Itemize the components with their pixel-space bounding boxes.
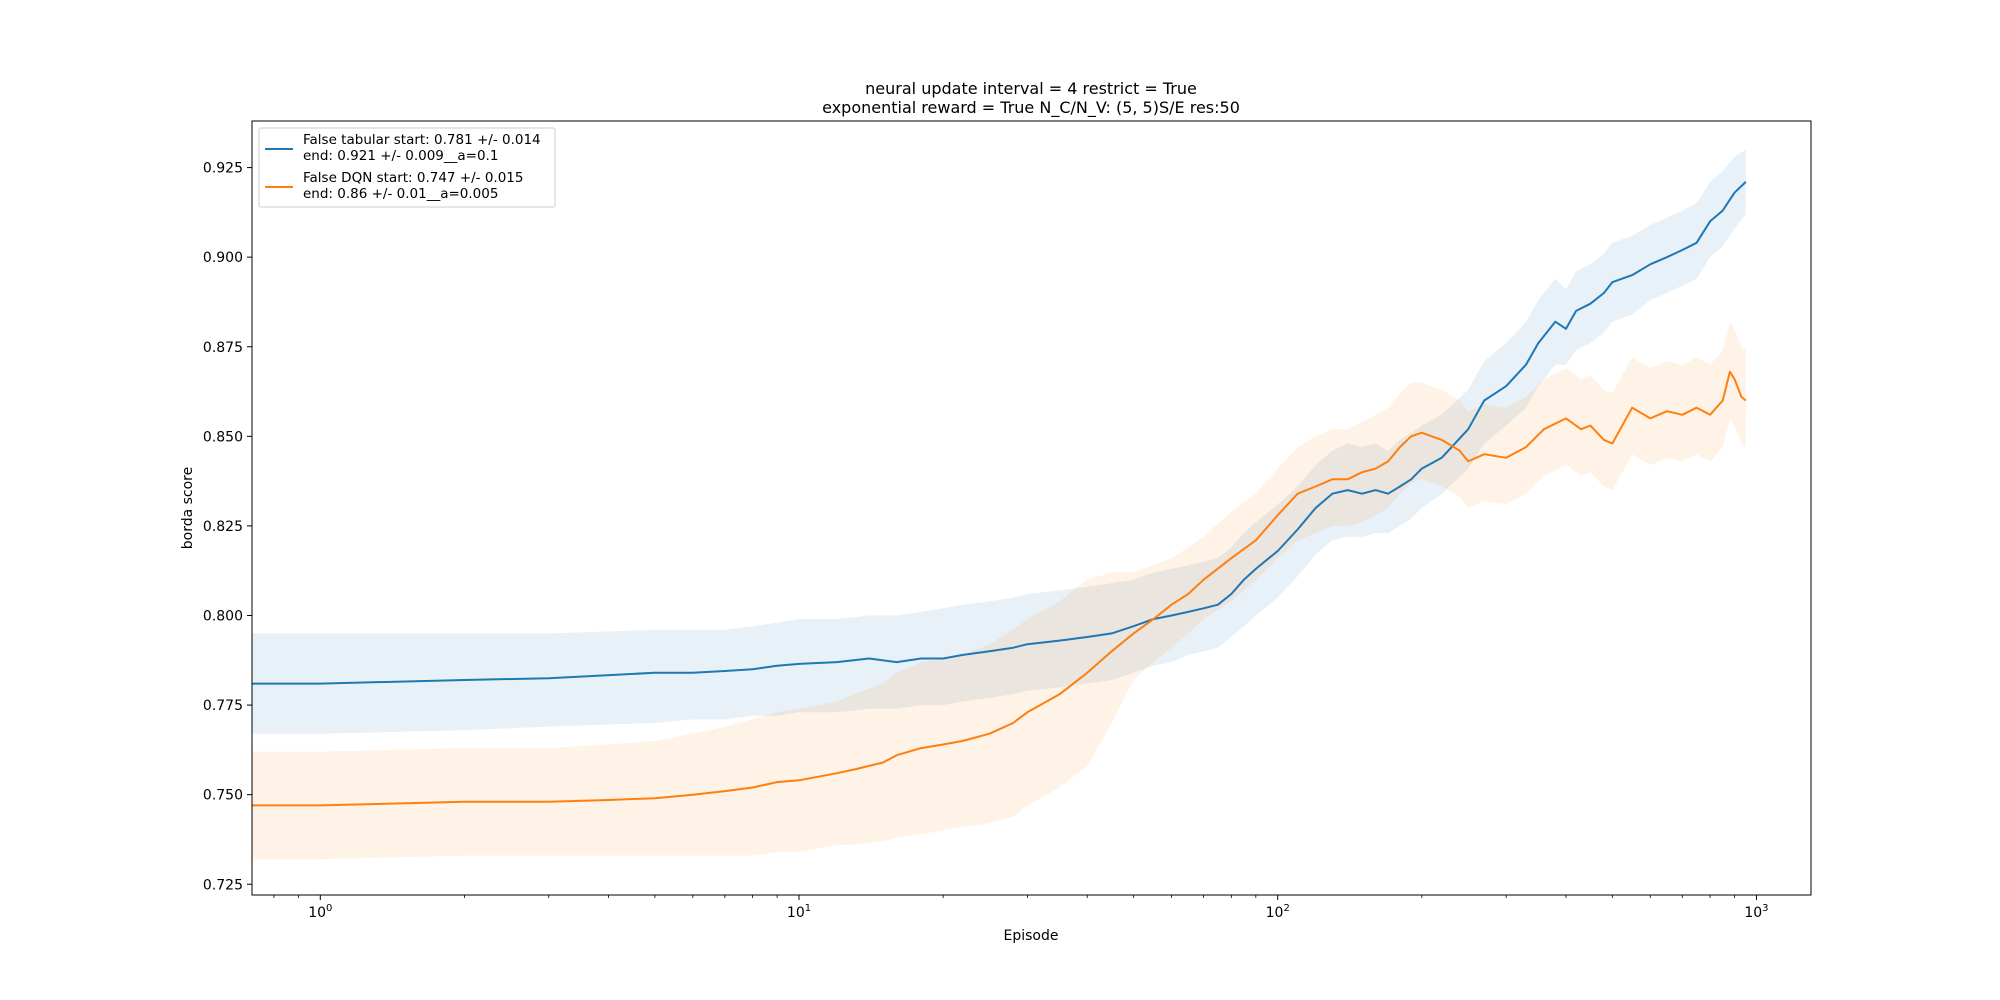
plot-frame — [251, 120, 1812, 896]
confidence-bands — [252, 149, 1746, 860]
chart-title-line-1: neural update interval = 4 restrict = Tr… — [865, 79, 1197, 98]
x-tick-label: 103 — [1744, 903, 1768, 921]
x-axis: 100 101 102 103 — [273, 895, 1769, 921]
y-tick-label: 0.775 — [203, 698, 243, 714]
legend-box — [258, 127, 556, 208]
legend-label-tabular-line-2: end: 0.921 +/- 0.009__a=0.1 — [303, 148, 498, 164]
legend-label-dqn-line-1: False DQN start: 0.747 +/- 0.015 — [303, 170, 523, 186]
y-tick-label: 0.900 — [203, 250, 243, 266]
y-tick-label: 0.875 — [203, 340, 243, 356]
confidence-band-dqn — [252, 321, 1746, 860]
x-tick-label: 101 — [787, 903, 811, 921]
series-line-tabular — [252, 181, 1747, 685]
series-line-dqn — [252, 370, 1747, 807]
series-lines — [252, 181, 1747, 807]
confidence-band-tabular — [252, 149, 1746, 734]
y-tick-label: 0.925 — [203, 161, 243, 177]
legend: False tabular start: 0.781 +/- 0.014 end… — [258, 127, 556, 208]
y-axis: 0.725 0.750 0.775 0.800 0.825 0.850 0.875 0.900… — [203, 161, 252, 893]
y-tick-label: 0.850 — [203, 429, 243, 445]
legend-label-tabular-line-1: False tabular start: 0.781 +/- 0.014 — [303, 132, 541, 148]
x-tick-label: 100 — [308, 903, 332, 921]
y-tick-label: 0.750 — [203, 788, 243, 804]
chart-title-line-2: exponential reward = True N_C/N_V: (5, 5… — [822, 98, 1240, 118]
y-tick-label: 0.800 — [203, 609, 243, 625]
legend-label-dqn-line-2: end: 0.86 +/- 0.01__a=0.005 — [303, 186, 498, 202]
x-tick-label: 102 — [1266, 903, 1290, 921]
y-axis-label: borda score — [180, 467, 196, 550]
y-tick-label: 0.825 — [203, 519, 243, 535]
y-tick-label: 0.725 — [203, 877, 243, 893]
x-axis-label: Episode — [1004, 928, 1059, 944]
